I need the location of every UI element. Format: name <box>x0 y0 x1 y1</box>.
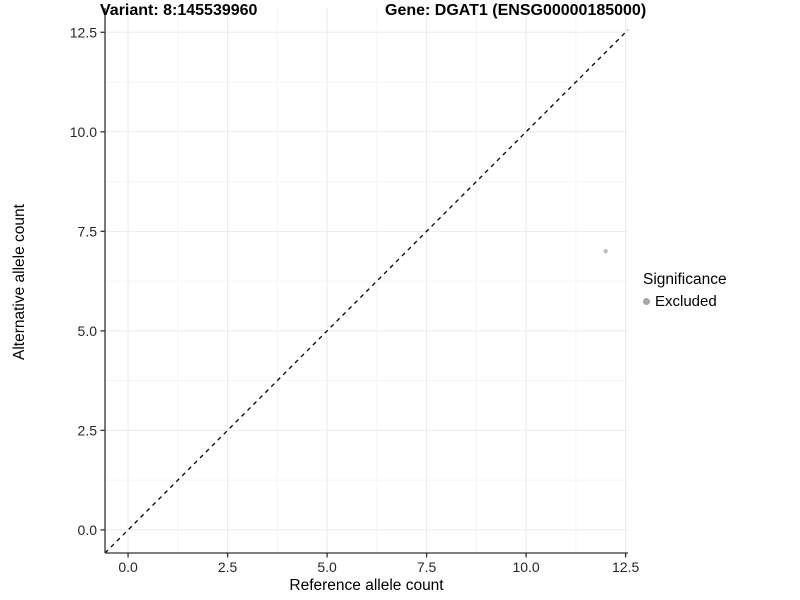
x-tick-label: 7.5 <box>417 559 437 575</box>
identity-line <box>104 29 629 554</box>
x-tick-label: 10.0 <box>512 559 539 575</box>
x-tick-label: 5.0 <box>317 559 337 575</box>
y-tick-label: 0.0 <box>78 522 98 538</box>
y-tick-label: 5.0 <box>78 323 98 339</box>
y-tick-label: 12.5 <box>70 24 97 40</box>
x-axis-title: Reference allele count <box>289 577 444 594</box>
legend-key-dot <box>643 298 650 305</box>
plot-title-variant: Variant: 8:145539960 <box>100 2 258 19</box>
legend-item-label: Excluded <box>655 293 717 310</box>
legend-title: Significance <box>643 271 727 288</box>
legend-item-excluded: Excluded <box>643 293 727 310</box>
y-tick-label: 10.0 <box>70 124 97 140</box>
y-tick-label: 2.5 <box>78 422 98 438</box>
x-tick-label: 0.0 <box>118 559 138 575</box>
legend: Significance Excluded <box>643 271 727 310</box>
y-tick-label: 7.5 <box>78 223 98 239</box>
panel-background <box>105 8 628 553</box>
x-tick-label: 2.5 <box>218 559 238 575</box>
data-point <box>603 249 608 254</box>
y-axis-title: Alternative allele count <box>11 204 28 360</box>
plot-title-gene: Gene: DGAT1 (ENSG00000185000) <box>385 2 647 19</box>
x-tick-label: 12.5 <box>612 559 639 575</box>
